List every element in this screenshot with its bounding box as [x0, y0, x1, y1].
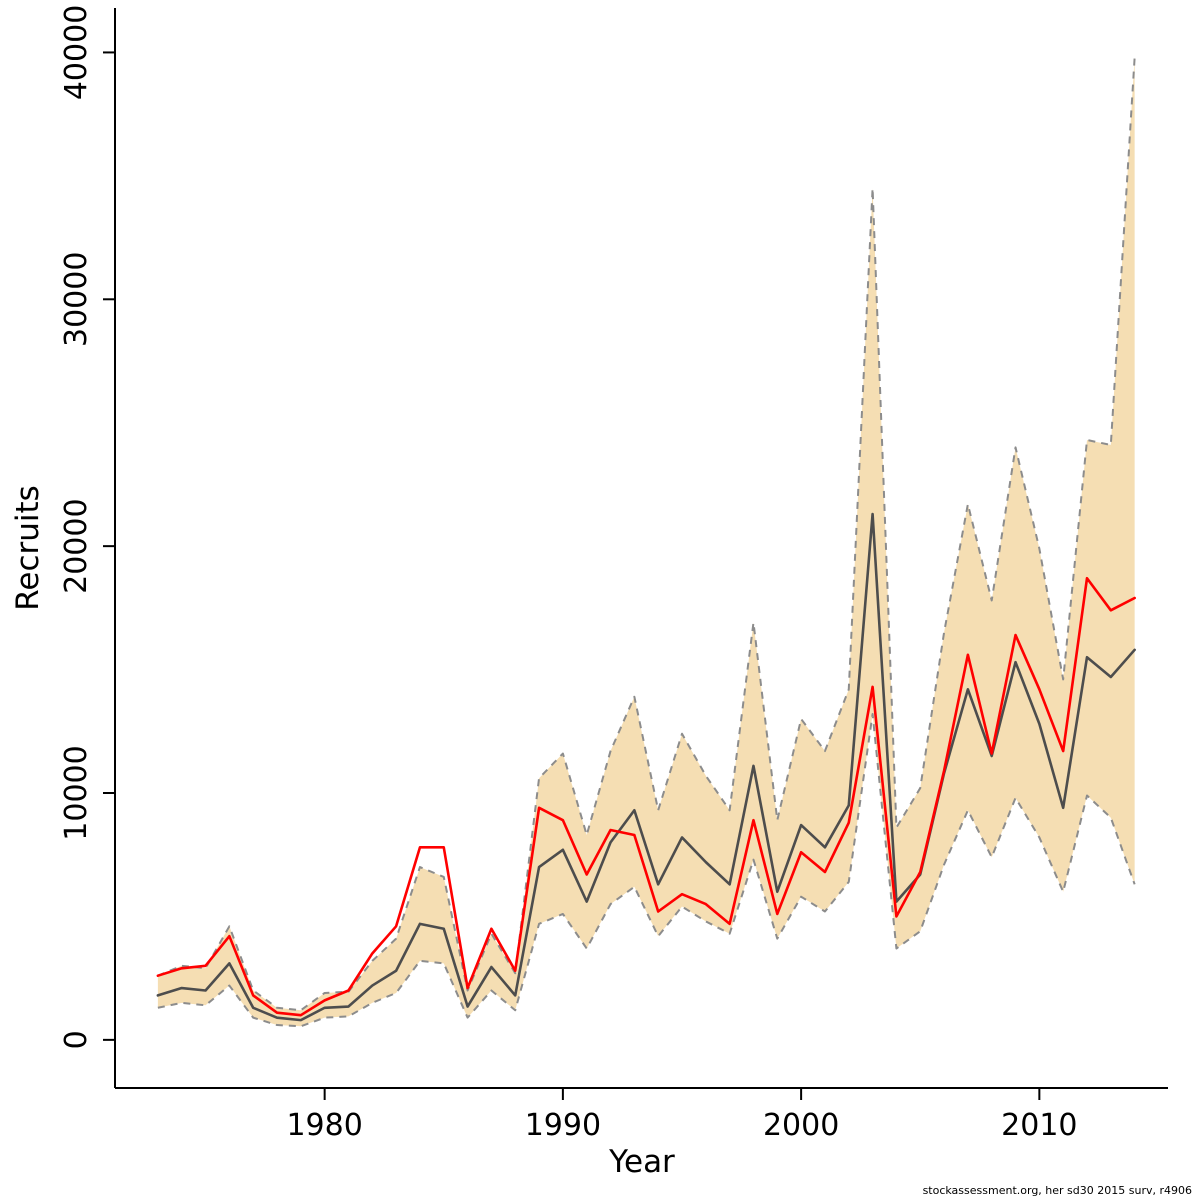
comparison-run-line: [156, 576, 1136, 1017]
y-tick-label: 30000: [59, 252, 94, 347]
y-axis-ticks: 0 10000 20000 30000 40000: [59, 5, 115, 1049]
confidence-band-fill: [157, 57, 1135, 1027]
estimated-recruitment-median-line: [156, 512, 1136, 1022]
footer-attribution: stockassessment.org, her sd30 2015 surv,…: [923, 1184, 1192, 1197]
confidence-band-upper-edge: [157, 57, 1136, 1012]
x-tick-label: 1980: [286, 1108, 362, 1143]
y-axis-title: Recruits: [10, 485, 46, 611]
x-tick-label: 1990: [525, 1108, 601, 1143]
x-axis-title: Year: [608, 1144, 675, 1180]
confidence-band-lower-edge: [157, 713, 1136, 1028]
y-tick-label: 10000: [59, 745, 94, 840]
confidence-band-group: [157, 57, 1136, 1028]
y-tick-label: 40000: [59, 5, 94, 100]
y-tick-label: 0: [59, 1030, 94, 1049]
x-tick-label: 2000: [763, 1108, 839, 1143]
axes-group: 1980 1990 2000 2010 0 10000 20000 30000 40000: [59, 5, 1168, 1143]
x-axis-ticks: 1980 1990 2000 2010: [286, 1088, 1078, 1143]
series-lines-group: [156, 512, 1136, 1022]
y-tick-label: 20000: [59, 498, 94, 593]
x-tick-label: 2010: [1001, 1108, 1077, 1143]
